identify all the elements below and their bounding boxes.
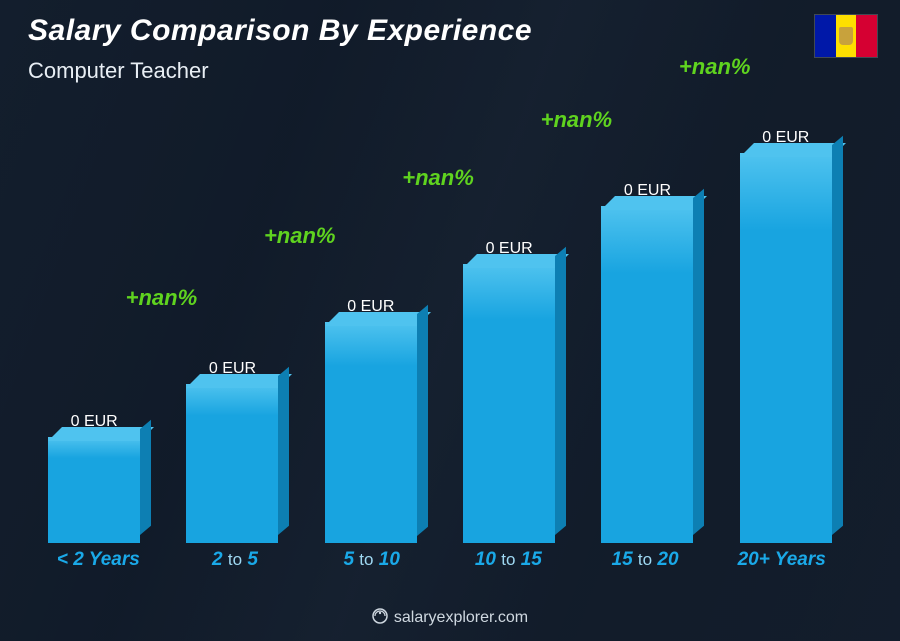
bar <box>740 153 832 543</box>
chart-title: Salary Comparison By Experience <box>28 14 532 48</box>
flag-stripe <box>836 15 857 57</box>
bar <box>601 206 693 543</box>
logo-icon <box>372 608 388 624</box>
bar-group: 0 EUR <box>168 100 296 543</box>
x-axis-label: < 2 Years <box>30 549 167 571</box>
bar <box>325 322 417 544</box>
bar-group: 0 EUR <box>307 100 435 543</box>
footer-text: salaryexplorer.com <box>394 609 528 626</box>
bar-group: 0 EUR <box>583 100 711 543</box>
bar-group: 0 EUR <box>445 100 573 543</box>
bar-group: 0 EUR <box>30 100 158 543</box>
x-axis-label: 20+ Years <box>713 549 850 571</box>
x-axis-label: 2 to 5 <box>167 549 304 571</box>
x-axis-label: 15 to 20 <box>577 549 714 571</box>
x-axis-label: 10 to 15 <box>440 549 577 571</box>
x-axis-label: 5 to 10 <box>303 549 440 571</box>
bar <box>48 437 140 543</box>
footer-attribution: salaryexplorer.com <box>0 606 900 627</box>
bar <box>463 264 555 543</box>
flag-crest-icon <box>839 27 853 45</box>
x-axis: < 2 Years2 to 55 to 1010 to 1515 to 2020… <box>30 549 850 571</box>
growth-percent-label: +nan% <box>679 54 751 80</box>
flag-stripe <box>856 15 877 57</box>
bar-chart: 0 EUR0 EUR0 EUR0 EUR0 EUR0 EUR +nan%+nan… <box>30 100 850 571</box>
country-flag-icon <box>814 14 878 58</box>
infographic-stage: Salary Comparison By Experience Computer… <box>0 0 900 641</box>
bars-container: 0 EUR0 EUR0 EUR0 EUR0 EUR0 EUR <box>30 100 850 543</box>
bar-group: 0 EUR <box>722 100 850 543</box>
flag-stripe <box>815 15 836 57</box>
chart-subtitle: Computer Teacher <box>28 58 209 84</box>
bar <box>186 384 278 543</box>
